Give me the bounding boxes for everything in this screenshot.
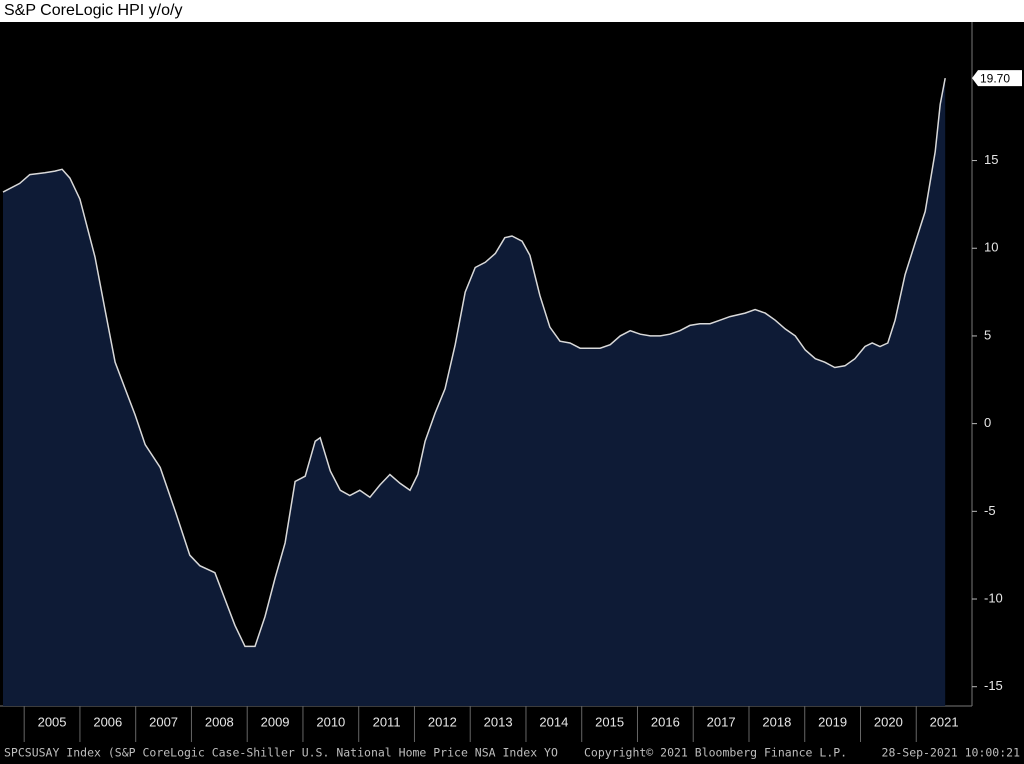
x-tick-label: 2011 [373,714,401,729]
y-tick-label: 10 [984,240,998,255]
x-tick-label: 2005 [38,714,67,729]
footer-source: SPCSUSAY Index (S&P CoreLogic Case-Shill… [4,746,558,760]
x-tick-label: 2007 [149,714,178,729]
last-value-tag [972,70,1022,87]
y-tick-label: 5 [984,327,991,342]
title-bar [0,0,1024,22]
x-tick-label: 2017 [707,714,736,729]
x-tick-label: 2020 [874,714,903,729]
footer-timestamp: 28-Sep-2021 10:00:21 [882,746,1021,760]
x-tick-label: 2019 [818,714,847,729]
footer-copyright: Copyright© 2021 Bloomberg Finance L.P. [584,746,847,760]
x-tick-label: 2015 [595,714,624,729]
chart-title: S&P CoreLogic HPI y/o/y [4,2,182,19]
line [2,77,946,648]
x-tick-label: 2006 [93,714,122,729]
x-tick-label: 2014 [539,714,568,729]
y-tick-label: 15 [984,152,998,167]
y-tick-label: -15 [984,678,1003,693]
y-tick-label: 0 [984,415,991,430]
x-tick-label: 2018 [762,714,791,729]
x-tick-label: 2009 [261,714,290,729]
x-tick-label: 2016 [651,714,680,729]
last-value-label: 19.70 [980,71,1010,85]
y-tick-label: -5 [984,503,996,518]
x-tick-label: 2008 [205,714,234,729]
x-tick-label: 2012 [428,714,457,729]
x-tick-label: 2010 [316,714,345,729]
y-tick-label: -10 [984,590,1003,605]
x-tick-label: 2021 [930,714,959,729]
area [3,78,946,707]
x-tick-label: 2013 [484,714,513,729]
